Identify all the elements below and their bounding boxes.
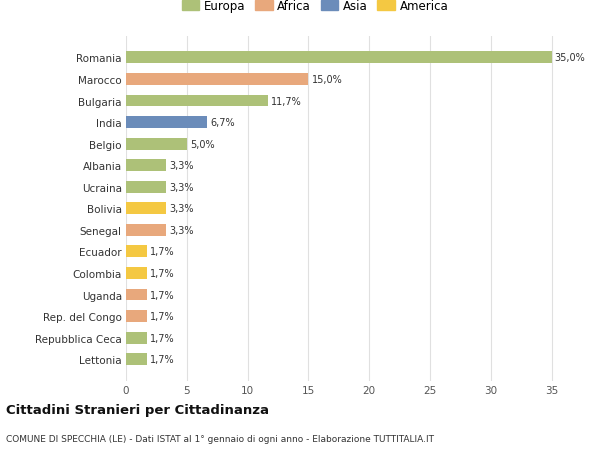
Text: Cittadini Stranieri per Cittadinanza: Cittadini Stranieri per Cittadinanza <box>6 403 269 416</box>
Bar <box>126 268 146 279</box>
Text: 3,3%: 3,3% <box>169 204 194 214</box>
Bar <box>126 246 146 258</box>
Text: 1,7%: 1,7% <box>150 311 175 321</box>
Bar <box>126 310 146 322</box>
Text: 35,0%: 35,0% <box>555 53 586 63</box>
Text: 1,7%: 1,7% <box>150 247 175 257</box>
Bar <box>126 139 187 150</box>
Text: 6,7%: 6,7% <box>211 118 235 128</box>
Text: 1,7%: 1,7% <box>150 354 175 364</box>
Bar <box>126 95 268 107</box>
Legend: Europa, Africa, Asia, America: Europa, Africa, Asia, America <box>179 0 451 16</box>
Bar <box>126 52 551 64</box>
Text: 1,7%: 1,7% <box>150 290 175 300</box>
Text: 5,0%: 5,0% <box>190 140 214 149</box>
Bar <box>126 74 308 86</box>
Text: 11,7%: 11,7% <box>271 96 302 106</box>
Bar <box>126 117 208 129</box>
Text: 3,3%: 3,3% <box>169 225 194 235</box>
Text: COMUNE DI SPECCHIA (LE) - Dati ISTAT al 1° gennaio di ogni anno - Elaborazione T: COMUNE DI SPECCHIA (LE) - Dati ISTAT al … <box>6 434 434 442</box>
Bar <box>126 353 146 365</box>
Bar <box>126 160 166 172</box>
Text: 1,7%: 1,7% <box>150 333 175 343</box>
Bar <box>126 203 166 215</box>
Bar <box>126 224 166 236</box>
Bar <box>126 181 166 193</box>
Text: 3,3%: 3,3% <box>169 182 194 192</box>
Bar <box>126 332 146 344</box>
Bar <box>126 289 146 301</box>
Text: 1,7%: 1,7% <box>150 269 175 278</box>
Text: 3,3%: 3,3% <box>169 161 194 171</box>
Text: 15,0%: 15,0% <box>311 75 342 85</box>
